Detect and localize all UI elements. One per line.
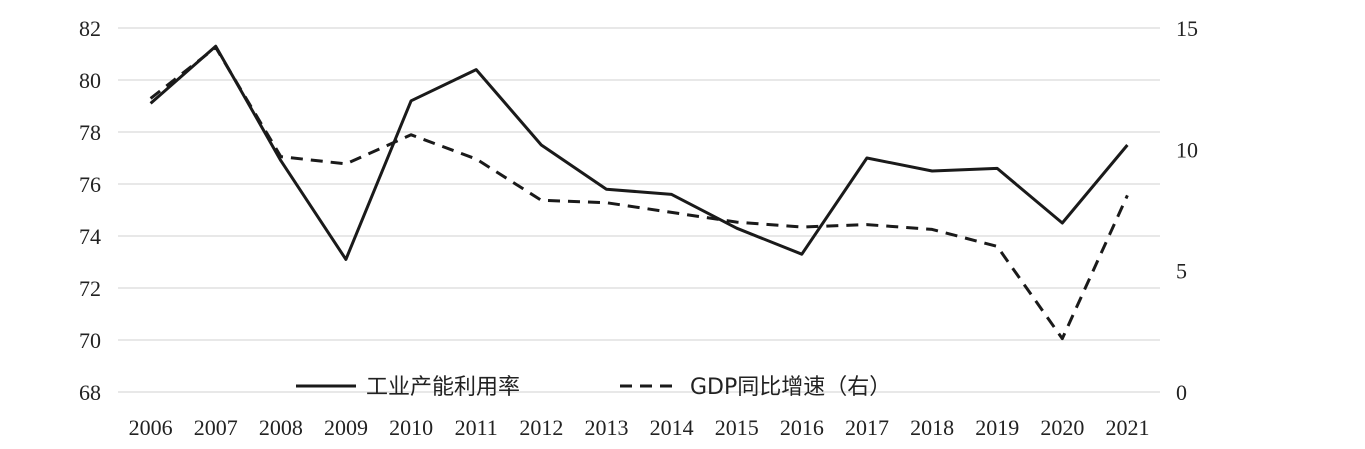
left-y-tick-label: 80	[79, 68, 101, 93]
x-tick-label: 2021	[1105, 415, 1149, 440]
left-y-axis: 82 80 78 76 74 72 70 68	[79, 16, 101, 405]
left-y-tick-label: 74	[79, 224, 101, 249]
x-tick-label: 2011	[455, 415, 498, 440]
x-tick-label: 2019	[975, 415, 1019, 440]
x-tick-label: 2007	[194, 415, 238, 440]
x-tick-label: 2020	[1040, 415, 1084, 440]
series-line-gdp	[149, 45, 1129, 341]
left-y-tick-label: 82	[79, 16, 101, 41]
legend-label-gdp: GDP同比增速（右）	[690, 375, 891, 400]
x-tick-label: 2008	[259, 415, 303, 440]
x-tick-label: 2009	[324, 415, 368, 440]
x-tick-label: 2006	[129, 415, 173, 440]
series-line-capacity	[149, 44, 1129, 261]
right-y-axis: 15 10 5 0	[1176, 16, 1198, 405]
x-tick-label: 2018	[910, 415, 954, 440]
right-y-tick-label: 15	[1176, 16, 1198, 41]
right-y-tick-label: 5	[1176, 259, 1187, 284]
left-y-tick-label: 68	[79, 380, 101, 405]
left-y-tick-label: 78	[79, 120, 101, 145]
right-y-tick-label: 0	[1176, 380, 1187, 405]
x-tick-label: 2012	[519, 415, 563, 440]
x-tick-label: 2013	[584, 415, 628, 440]
legend-label-capacity: 工业产能利用率	[366, 375, 520, 400]
x-axis: 2006 2007 2008 2009 2010 2011 2012 2013 2014 2015…	[129, 415, 1150, 440]
right-y-tick-label: 10	[1176, 137, 1198, 162]
legend: 工业产能利用率 GDP同比增速（右）	[296, 375, 891, 400]
x-tick-label: 2010	[389, 415, 433, 440]
x-tick-label: 2015	[715, 415, 759, 440]
x-tick-label: 2016	[780, 415, 824, 440]
left-y-tick-label: 70	[79, 328, 101, 353]
left-y-tick-label: 72	[79, 276, 101, 301]
x-tick-label: 2017	[845, 415, 889, 440]
series-lines	[149, 44, 1129, 341]
left-y-tick-label: 76	[79, 172, 101, 197]
gridlines	[118, 27, 1160, 393]
x-tick-label: 2014	[650, 415, 694, 440]
